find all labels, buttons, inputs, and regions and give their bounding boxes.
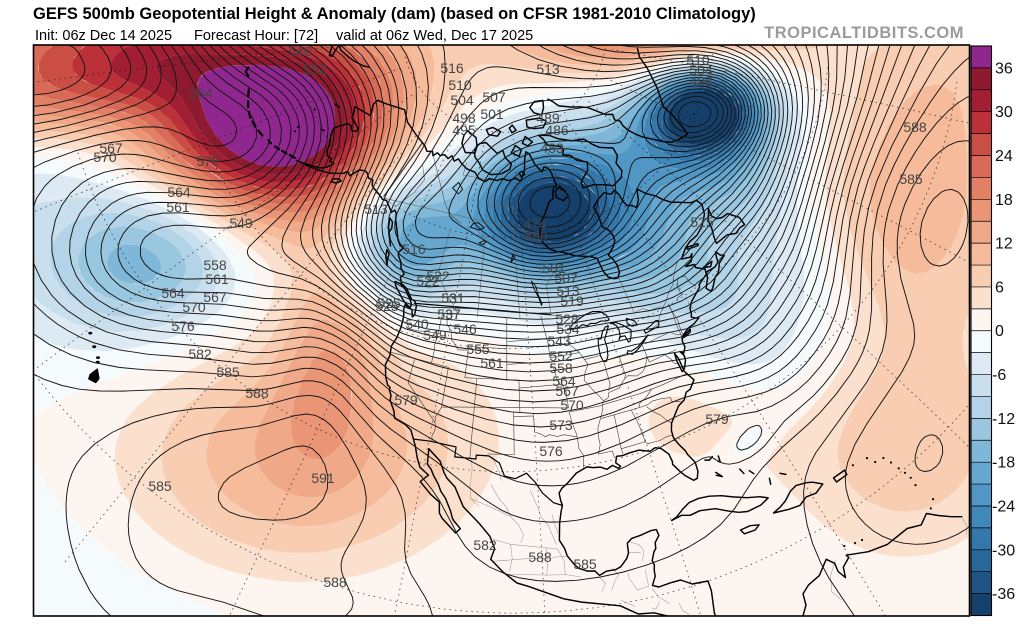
svg-text:522: 522 <box>416 273 440 289</box>
svg-text:564: 564 <box>189 85 213 101</box>
svg-text:501: 501 <box>542 260 566 276</box>
svg-text:510: 510 <box>686 52 710 68</box>
svg-text:501: 501 <box>480 106 504 122</box>
svg-text:570: 570 <box>196 153 220 169</box>
svg-text:Forecast Hour: [72]: Forecast Hour: [72] <box>194 28 318 44</box>
svg-text:591: 591 <box>311 470 335 486</box>
svg-text:555: 555 <box>466 341 490 357</box>
svg-text:-18: -18 <box>992 455 1015 472</box>
svg-text:579: 579 <box>394 392 418 408</box>
svg-text:564: 564 <box>161 285 185 301</box>
svg-text:510: 510 <box>448 77 472 93</box>
svg-text:528: 528 <box>555 311 579 327</box>
svg-text:6: 6 <box>995 279 1004 296</box>
svg-text:537: 537 <box>437 306 461 322</box>
svg-text:552: 552 <box>549 348 573 364</box>
svg-text:558: 558 <box>203 257 227 273</box>
svg-text:525: 525 <box>690 214 714 230</box>
svg-text:525: 525 <box>377 295 401 311</box>
svg-text:567: 567 <box>555 383 579 399</box>
svg-text:585: 585 <box>148 478 172 494</box>
svg-text:513: 513 <box>556 283 580 299</box>
svg-text:567: 567 <box>99 140 123 156</box>
svg-text:-36: -36 <box>992 586 1015 603</box>
svg-text:585: 585 <box>216 364 240 380</box>
svg-text:543: 543 <box>547 333 571 349</box>
svg-text:558: 558 <box>549 360 573 376</box>
svg-text:-24: -24 <box>992 499 1015 516</box>
svg-text:588: 588 <box>245 385 269 401</box>
svg-text:579: 579 <box>705 411 729 427</box>
svg-text:474: 474 <box>523 216 547 232</box>
svg-text:522: 522 <box>426 268 450 284</box>
svg-text:564: 564 <box>167 184 191 200</box>
svg-text:540: 540 <box>405 316 429 332</box>
svg-text:588: 588 <box>323 574 347 590</box>
svg-text:-12: -12 <box>992 411 1015 428</box>
svg-text:0: 0 <box>995 323 1004 340</box>
svg-text:549: 549 <box>229 215 253 231</box>
svg-text:582: 582 <box>473 537 497 553</box>
svg-text:564: 564 <box>552 373 576 389</box>
svg-text:valid at 06z Wed, Dec 17 2025: valid at 06z Wed, Dec 17 2025 <box>336 28 533 44</box>
svg-text:516: 516 <box>402 241 426 257</box>
svg-text:36: 36 <box>995 60 1013 77</box>
svg-text:504: 504 <box>689 62 713 78</box>
svg-text:588: 588 <box>903 119 927 135</box>
svg-text:498: 498 <box>452 110 476 126</box>
svg-text:504: 504 <box>450 92 474 108</box>
svg-text:525: 525 <box>375 298 399 314</box>
svg-text:Init: 06z Dec 14 2025: Init: 06z Dec 14 2025 <box>35 28 172 44</box>
svg-text:531: 531 <box>441 290 465 306</box>
svg-text:18: 18 <box>995 192 1013 209</box>
svg-text:573: 573 <box>549 417 573 433</box>
svg-text:24: 24 <box>995 148 1013 165</box>
svg-text:507: 507 <box>554 270 578 286</box>
svg-text:489: 489 <box>536 110 560 126</box>
svg-text:513: 513 <box>364 201 388 217</box>
svg-text:486: 486 <box>545 122 569 138</box>
svg-text:570: 570 <box>182 299 206 315</box>
svg-text:516: 516 <box>440 60 464 76</box>
svg-text:570: 570 <box>560 397 584 413</box>
svg-text:588: 588 <box>528 549 552 565</box>
svg-text:582: 582 <box>188 346 212 362</box>
svg-text:552: 552 <box>303 61 327 77</box>
svg-text:30: 30 <box>995 104 1013 121</box>
svg-text:495: 495 <box>452 122 476 138</box>
svg-text:576: 576 <box>539 443 563 459</box>
svg-text:GEFS 500mb Geopotential Height: GEFS 500mb Geopotential Height & Anomaly… <box>33 5 756 23</box>
svg-text:498: 498 <box>689 73 713 89</box>
svg-text:546: 546 <box>288 43 312 59</box>
svg-text:12: 12 <box>995 236 1013 253</box>
svg-text:480: 480 <box>524 228 548 244</box>
svg-text:519: 519 <box>560 293 584 309</box>
svg-text:576: 576 <box>171 318 195 334</box>
svg-text:546: 546 <box>453 321 477 337</box>
svg-text:549: 549 <box>423 327 447 343</box>
svg-text:561: 561 <box>480 355 504 371</box>
svg-text:567: 567 <box>203 289 227 305</box>
svg-text:585: 585 <box>899 171 923 187</box>
svg-text:513: 513 <box>536 61 560 77</box>
svg-text:507: 507 <box>482 89 506 105</box>
svg-text:537: 537 <box>437 306 461 322</box>
svg-text:-6: -6 <box>992 367 1006 384</box>
svg-text:534: 534 <box>556 321 580 337</box>
svg-text:TROPICALTIDBITS.COM: TROPICALTIDBITS.COM <box>764 24 964 42</box>
svg-text:-30: -30 <box>992 542 1015 559</box>
svg-text:531: 531 <box>441 290 465 306</box>
svg-text:585: 585 <box>573 556 597 572</box>
svg-text:561: 561 <box>166 199 190 215</box>
svg-text:561: 561 <box>205 271 229 287</box>
svg-text:570: 570 <box>93 149 117 165</box>
svg-text:483: 483 <box>540 140 564 156</box>
